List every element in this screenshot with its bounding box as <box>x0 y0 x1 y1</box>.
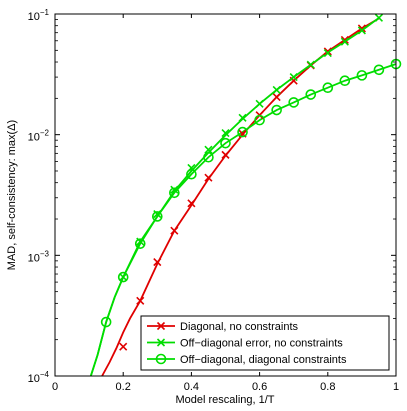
series-1-point-5 <box>187 199 196 208</box>
series-1-point-7 <box>221 150 230 159</box>
x-tick-label-6: 1 <box>393 381 399 393</box>
series-1-point-14 <box>340 35 349 44</box>
series-3-point-14 <box>322 82 334 94</box>
series-1-point-4 <box>170 226 179 235</box>
series-3-point-9 <box>237 126 248 138</box>
legend-label-2: Off−diagonal error, no constraints <box>180 338 343 350</box>
legend-marker-2 <box>156 338 166 347</box>
series-3-point-13 <box>305 89 317 100</box>
y-tick-label-2: 10−3 <box>28 249 50 264</box>
x-tick-label-3: 0.4 <box>184 381 199 393</box>
x-axis-label: Model rescaling, 1/T <box>175 394 274 406</box>
y-tick-label-1: 10−4 <box>28 370 50 385</box>
legend-marker-1 <box>156 321 166 331</box>
series-3-point-1 <box>100 316 112 328</box>
series-2-point-4 <box>170 185 179 194</box>
series-2-point-8 <box>238 113 247 122</box>
y-axis-label: MAD, self-consistency: max(Δ) <box>6 120 18 270</box>
series-1-point-6 <box>204 173 213 182</box>
series-2-point-3 <box>153 209 162 219</box>
x-tick-label-4: 0.6 <box>252 381 267 393</box>
series-2-point-10 <box>272 85 281 94</box>
legend: Diagonal, no constraints Off−diagonal err… <box>140 315 390 371</box>
series-3-point-2 <box>117 271 129 283</box>
axes-layer: 0 0.2 0.4 0.6 0.8 1 10−4 10−3 10−2 10−1 <box>28 8 399 393</box>
series-1-point-2 <box>136 296 145 305</box>
y-tick-label-4: 10−1 <box>28 8 50 23</box>
series-2-point-7 <box>221 129 230 138</box>
series-2-point-9 <box>255 99 264 108</box>
series-3-point-6 <box>186 168 197 180</box>
series-1-point-13 <box>323 47 332 56</box>
legend-label-3: Off−diagonal, diagonal constraints <box>180 354 347 366</box>
series-1-point-1 <box>119 342 128 351</box>
series-3-point-5 <box>169 187 180 199</box>
series-line-3 <box>89 63 396 376</box>
series-3-point-11 <box>271 104 282 116</box>
series-2-point-6 <box>204 145 213 154</box>
legend-marker-3 <box>155 353 167 365</box>
series-3-point-17 <box>373 64 385 76</box>
series-2-point-16 <box>374 13 384 22</box>
series-2-point-15 <box>357 26 366 35</box>
series-1-point-3 <box>153 257 162 267</box>
series-3-point-16 <box>356 70 368 81</box>
series-3-point-7 <box>203 151 214 163</box>
x-tick-label-5: 0.8 <box>320 381 335 393</box>
series-3-point-4 <box>152 211 163 222</box>
series-3-point-15 <box>339 75 351 87</box>
series-3-point-12 <box>288 97 300 108</box>
series-3-point-10 <box>254 114 265 126</box>
y-tick-label-3: 10−2 <box>28 129 50 144</box>
series-3-point-8 <box>220 137 231 149</box>
x-tick-label-2: 0.2 <box>116 381 131 393</box>
series-1-point-15 <box>357 24 366 33</box>
series-2-point-11 <box>289 73 298 82</box>
x-tick-label-1: 0 <box>52 381 58 393</box>
series-2-point-12 <box>306 60 315 69</box>
series-2-point-1 <box>119 273 128 282</box>
series-1-point-10 <box>272 92 281 102</box>
legend-box <box>140 315 390 371</box>
series-2-point-14 <box>340 37 349 46</box>
axes-box <box>54 13 397 377</box>
legend-label-1: Diagonal, no constraints <box>180 321 299 333</box>
series-2-point-13 <box>323 48 332 58</box>
series-3-point-3 <box>134 238 146 249</box>
